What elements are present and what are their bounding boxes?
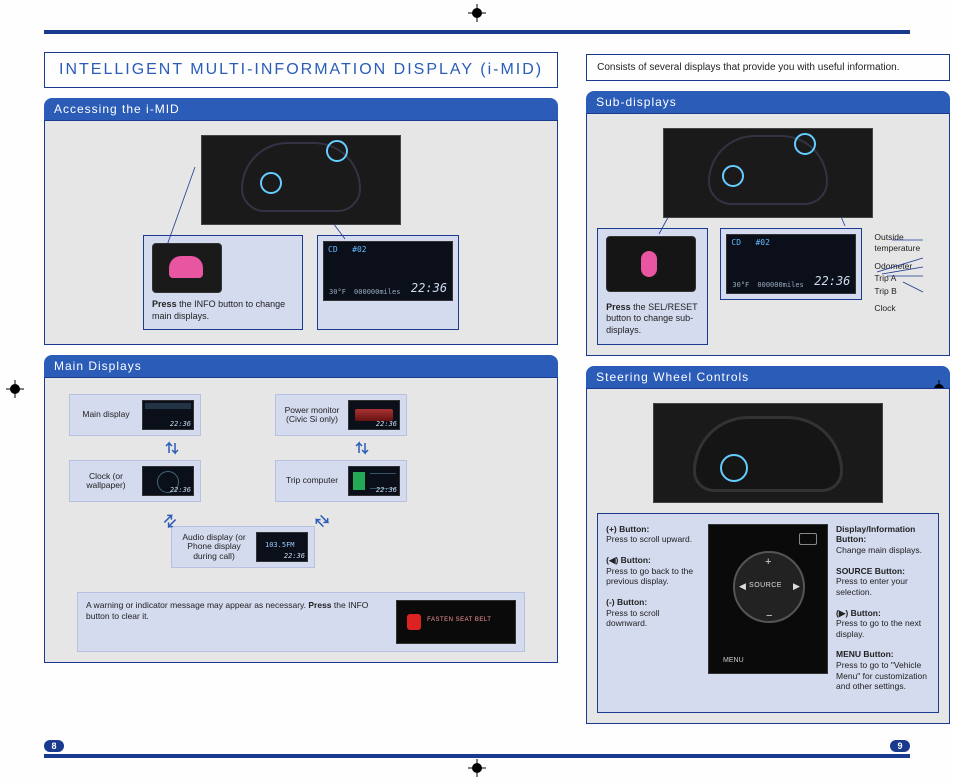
display-audio: Audio display (or Phone display during c… [171, 526, 315, 568]
source-button-text: Press to enter your selection. [836, 576, 908, 597]
menu-label: MENU [723, 656, 744, 665]
cycle-arrow-icon [312, 511, 332, 531]
thumb-time: 22:36 [376, 420, 397, 428]
steering-pad-illustration: SOURCE + − ◀ ▶ MENU [708, 524, 828, 674]
dashboard-illustration-sub [663, 128, 873, 218]
callout-ring-screen [326, 140, 348, 162]
minus-button-text: Press to scroll downward. [606, 608, 659, 629]
section-sub-displays: Press the SEL/RESET button to change sub… [586, 113, 950, 356]
section-tab-steering: Steering Wheel Controls [586, 366, 950, 388]
callout-ring-steering [720, 454, 748, 482]
sub-screen-track: #02 [755, 238, 769, 247]
display-trip: Trip computer 22:36 [275, 460, 407, 502]
thumb-time: 22:36 [376, 486, 397, 494]
label-trip-a: Trip A [874, 273, 939, 284]
sel-reset-button-illustration [606, 236, 696, 292]
sub-screen-time: 22:36 [814, 274, 850, 290]
section-main-displays: Main display 22:36 Power monitor (Civic … [44, 377, 558, 663]
label-odometer: Odometer [874, 261, 939, 272]
source-label: SOURCE [749, 581, 782, 590]
cycle-arrow-icon [165, 441, 179, 455]
label-outside-temp: Outside temperature [874, 232, 939, 255]
callout-sub-screen: CD #02 30°F 000000miles 22:36 [720, 228, 862, 300]
display-main-label: Main display [76, 410, 136, 420]
display-trip-label: Trip computer [282, 476, 342, 486]
steering-right-column: Display/Information Button:Change main d… [836, 524, 930, 702]
page-title: INTELLIGENT MULTI-INFORMATION DISPLAY (i… [44, 52, 558, 88]
sub-screen-odo: 000000miles [757, 281, 803, 290]
callout-info-button: Press the INFO button to change main dis… [143, 235, 303, 330]
display-power-label: Power monitor (Civic Si only) [282, 406, 342, 426]
dashboard-illustration [201, 135, 401, 225]
warning-text: A warning or indicator message may appea… [86, 600, 308, 610]
screen-time: 22:36 [411, 281, 447, 297]
left-button-text: Press to go back to the previous display… [606, 566, 693, 587]
page-left: INTELLIGENT MULTI-INFORMATION DISPLAY (i… [44, 52, 558, 734]
page-description: Consists of several displays that provid… [586, 54, 950, 81]
callout-ring-info [260, 172, 282, 194]
crop-mark-left [6, 380, 24, 398]
page-number-left: 8 [44, 740, 64, 752]
warning-screen-illustration: FASTEN SEAT BELT [396, 600, 516, 644]
screen-temp: 30°F [329, 288, 346, 297]
thumb-time: 22:36 [284, 552, 305, 560]
info-button-illustration [152, 243, 222, 293]
thumb-time: 22:36 [170, 420, 191, 428]
imid-screen-illustration: CD #02 30°F 000000miles 22:36 [323, 241, 453, 301]
plus-button-heading: (+) Button: [606, 524, 700, 535]
page-right: Consists of several displays that provid… [586, 52, 950, 734]
warning-press: Press [308, 600, 331, 610]
minus-button-heading: (-) Button: [606, 597, 700, 608]
crop-mark-top [468, 4, 486, 22]
warning-note: A warning or indicator message may appea… [77, 592, 525, 652]
left-button-heading: (◀) Button: [606, 555, 700, 566]
menu-button-heading: MENU Button: [836, 649, 930, 660]
display-main: Main display 22:36 [69, 394, 201, 436]
sub-screen-cd: CD [731, 238, 741, 247]
top-rule [44, 30, 910, 34]
callout-screen: CD #02 30°F 000000miles 22:36 [317, 235, 459, 330]
belt-label: FASTEN SEAT BELT [427, 617, 491, 623]
page-number-right: 9 [890, 740, 910, 752]
label-clock: Clock [874, 303, 939, 314]
sub-screen-temp: 30°F [732, 281, 749, 290]
display-clock: Clock (or wallpaper) 22:36 [69, 460, 201, 502]
steering-controls-callout: (+) Button:Press to scroll upward. (◀) B… [597, 513, 939, 713]
sub-screen-illustration: CD #02 30°F 000000miles 22:36 [726, 234, 856, 294]
section-tab-main-displays: Main Displays [44, 355, 558, 377]
section-steering: (+) Button:Press to scroll upward. (◀) B… [586, 388, 950, 724]
screen-odo: 000000miles [354, 288, 400, 297]
steering-wheel-illustration [653, 403, 883, 503]
display-button-heading: Display/Information Button: [836, 524, 930, 545]
display-power: Power monitor (Civic Si only) 22:36 [275, 394, 407, 436]
callout-sel-button: Press the SEL/RESET button to change sub… [597, 228, 708, 345]
menu-button-text: Press to go to "Vehicle Menu" for custom… [836, 660, 927, 691]
source-button-heading: SOURCE Button: [836, 566, 930, 577]
info-press-bold: Press [152, 299, 177, 309]
steering-left-column: (+) Button:Press to scroll upward. (◀) B… [606, 524, 700, 639]
section-accessing: Press the INFO button to change main dis… [44, 120, 558, 345]
bottom-rule [44, 754, 910, 758]
thumb-time: 22:36 [170, 486, 191, 494]
section-tab-accessing: Accessing the i-MID [44, 98, 558, 120]
display-audio-label: Audio display (or Phone display during c… [178, 533, 250, 562]
screen-cd: CD [328, 245, 338, 254]
sub-display-labels: Outside temperature Odometer Trip A Trip… [874, 228, 939, 315]
label-trip-b: Trip B [874, 286, 939, 297]
cycle-arrow-icon [355, 441, 369, 455]
plus-button-text: Press to scroll upward. [606, 534, 692, 544]
callout-ring-sel [722, 165, 744, 187]
right-button-heading: (▶) Button: [836, 608, 930, 619]
section-tab-sub-displays: Sub-displays [586, 91, 950, 113]
callout-ring-screen [794, 133, 816, 155]
crop-mark-bottom [468, 759, 486, 777]
display-button-text: Change main displays. [836, 545, 922, 555]
sel-press-bold: Press [606, 302, 631, 312]
screen-track: #02 [352, 245, 366, 254]
right-button-text: Press to go to the next display. [836, 618, 921, 639]
display-clock-label: Clock (or wallpaper) [76, 472, 136, 492]
